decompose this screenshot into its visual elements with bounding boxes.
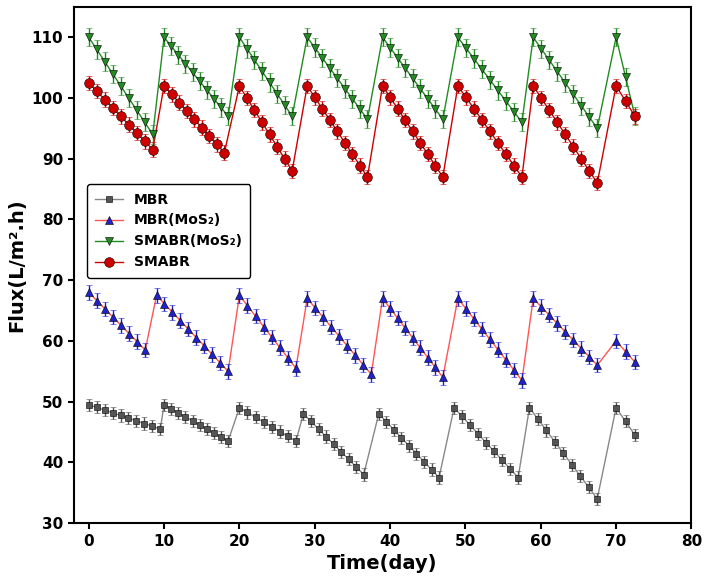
Legend: MBR, MBR(MoS₂), SMABR(MoS₂), SMABR: MBR, MBR(MoS₂), SMABR(MoS₂), SMABR	[86, 184, 250, 278]
Y-axis label: Flux(L/m².h): Flux(L/m².h)	[7, 198, 26, 332]
X-axis label: Time(day): Time(day)	[328, 554, 437, 573]
